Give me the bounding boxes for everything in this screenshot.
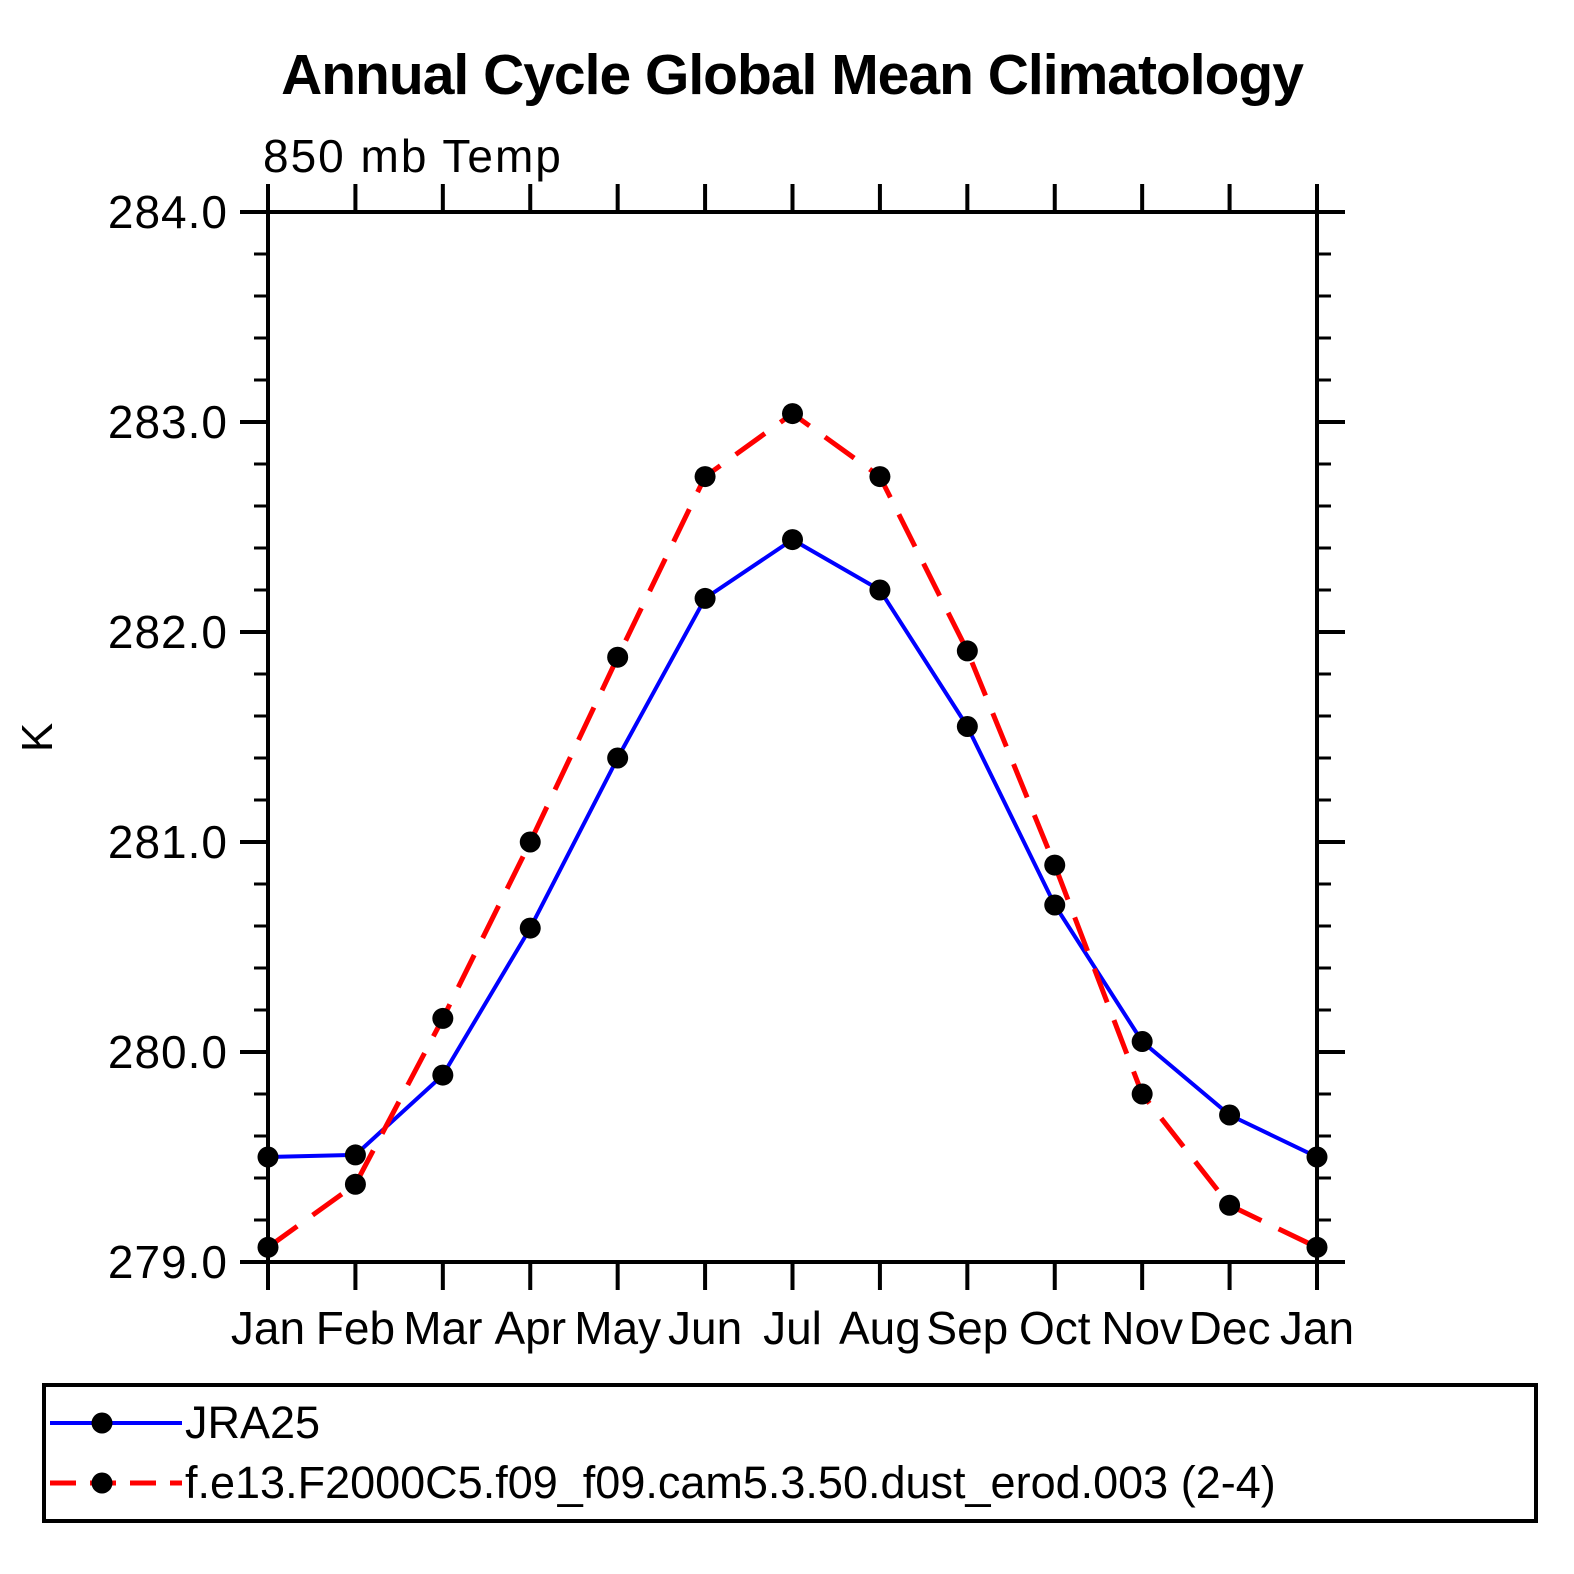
y-tick-label: 282.0 bbox=[108, 606, 228, 658]
x-tick-label: Oct bbox=[1019, 1302, 1091, 1354]
data-point-marker bbox=[519, 917, 541, 939]
legend-label: JRA25 bbox=[185, 1397, 321, 1449]
x-tick-label: Aug bbox=[839, 1302, 921, 1354]
x-tick-label: Jan bbox=[231, 1302, 305, 1354]
x-tick-label: Apr bbox=[494, 1302, 566, 1354]
data-point-marker bbox=[694, 587, 716, 609]
data-point-marker bbox=[519, 831, 541, 853]
data-point-marker bbox=[782, 403, 803, 425]
data-point-marker bbox=[782, 529, 803, 551]
legend-entry: JRA25 bbox=[50, 1396, 1534, 1450]
legend-marker-dot bbox=[91, 1472, 113, 1494]
data-point-marker bbox=[607, 747, 629, 769]
data-series bbox=[257, 403, 1328, 1258]
legend-line-sample bbox=[50, 1412, 182, 1434]
data-point-marker bbox=[607, 646, 629, 668]
data-point-marker bbox=[1219, 1104, 1241, 1126]
x-tick-label: Jun bbox=[668, 1302, 742, 1354]
x-tick-label: Jul bbox=[763, 1302, 822, 1354]
x-tick-label: Sep bbox=[926, 1302, 1008, 1354]
y-tick-label: 279.0 bbox=[108, 1236, 228, 1288]
x-tick-label: Jan bbox=[1280, 1302, 1354, 1354]
climatology-chart: Annual Cycle Global Mean Climatology 850… bbox=[13, 43, 1354, 1354]
data-point-marker bbox=[432, 1064, 454, 1086]
y-tick-label: 283.0 bbox=[108, 396, 228, 448]
legend-marker-dot bbox=[91, 1412, 113, 1434]
data-point-marker bbox=[956, 640, 978, 662]
x-tick-label: May bbox=[574, 1302, 661, 1354]
legend-label: f.e13.F2000C5.f09_f09.cam5.3.50.dust_ero… bbox=[185, 1456, 1276, 1508]
data-point-marker bbox=[869, 466, 891, 488]
data-point-marker bbox=[1306, 1146, 1328, 1168]
y-tick-label: 281.0 bbox=[108, 816, 228, 868]
data-point-marker bbox=[344, 1173, 366, 1195]
series-line-jra25 bbox=[267, 537, 1318, 1159]
x-tick-label: Mar bbox=[403, 1302, 482, 1354]
chart-title: Annual Cycle Global Mean Climatology bbox=[281, 43, 1304, 107]
chart-subtitle: 850 mb Temp bbox=[263, 130, 563, 182]
y-axis-label: K bbox=[13, 722, 62, 752]
data-point-marker bbox=[432, 1007, 454, 1029]
data-point-marker bbox=[257, 1146, 279, 1168]
x-tick-label: Feb bbox=[316, 1302, 395, 1354]
data-point-marker bbox=[1131, 1031, 1153, 1052]
x-tick-label: Dec bbox=[1189, 1302, 1271, 1354]
y-tick-label: 284.0 bbox=[108, 186, 228, 238]
y-tick-label: 280.0 bbox=[108, 1026, 228, 1078]
data-point-marker bbox=[257, 1236, 279, 1258]
data-point-marker bbox=[1044, 854, 1066, 876]
plot-frame bbox=[266, 210, 1319, 1264]
legend-entry: f.e13.F2000C5.f09_f09.cam5.3.50.dust_ero… bbox=[50, 1456, 1534, 1510]
data-point-marker bbox=[956, 716, 978, 737]
data-point-marker bbox=[344, 1144, 366, 1166]
legend: JRA25 f.e13.F2000C5.f09_f09.cam5.3.50.dus… bbox=[42, 1383, 1538, 1523]
data-point-marker bbox=[1306, 1236, 1328, 1258]
data-point-marker bbox=[1044, 894, 1066, 916]
data-point-marker bbox=[1219, 1194, 1241, 1216]
data-point-marker bbox=[694, 466, 716, 488]
x-tick-label: Nov bbox=[1101, 1302, 1183, 1354]
data-point-marker bbox=[869, 579, 891, 601]
data-point-marker bbox=[1131, 1083, 1153, 1105]
legend-line-sample bbox=[50, 1472, 182, 1494]
